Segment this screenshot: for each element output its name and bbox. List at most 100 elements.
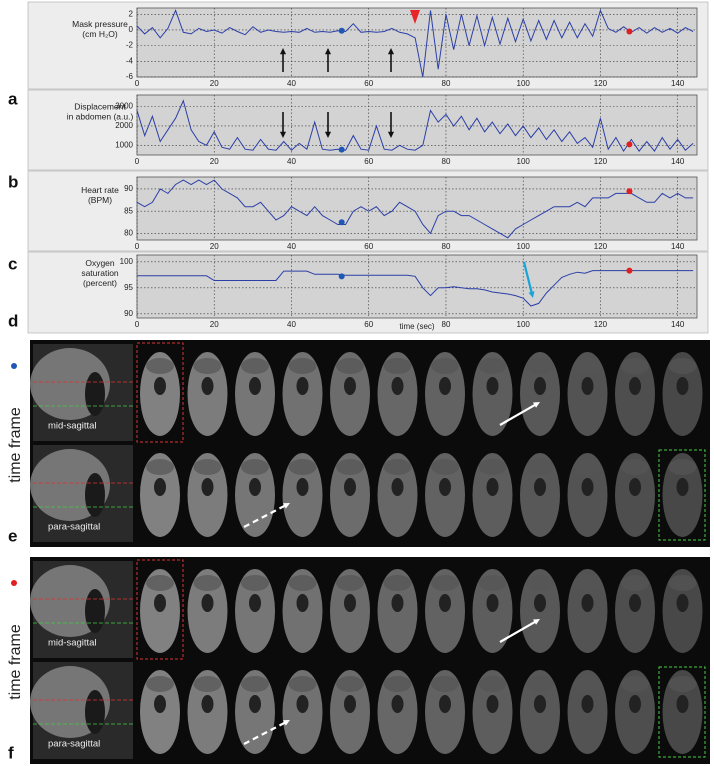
- x-tick-label: 40: [287, 79, 296, 88]
- y-axis-label: Oxygen: [85, 258, 115, 268]
- axial-airway: [629, 594, 641, 612]
- axial-airway: [296, 594, 309, 612]
- axial-airway: [581, 695, 594, 713]
- data-line: [137, 270, 694, 307]
- y-tick-label: -4: [126, 56, 134, 65]
- axial-airway: [249, 695, 261, 713]
- axial-airway: [344, 478, 356, 496]
- x-tick-label: 100: [517, 242, 531, 251]
- y-tick-label: 0: [129, 25, 134, 34]
- time-frame-marker: [338, 219, 345, 226]
- x-tick-label: 0: [135, 320, 140, 329]
- roi-box: [136, 342, 184, 443]
- time-frame-marker: [626, 188, 633, 195]
- axial-airway: [439, 695, 451, 713]
- axial-detail: [573, 575, 602, 591]
- axial-airway: [249, 377, 261, 395]
- axial-detail: [241, 358, 269, 374]
- y-tick-label: 90: [124, 184, 133, 193]
- arrow-head: [279, 48, 287, 55]
- annotation-arrow: [522, 261, 533, 293]
- x-tick-label: 0: [135, 79, 140, 88]
- axial-airway: [676, 478, 689, 496]
- x-tick-label: 100: [517, 320, 531, 329]
- x-tick-label: 140: [671, 320, 685, 329]
- x-tick-label: 80: [442, 79, 451, 88]
- axial-detail: [478, 575, 507, 591]
- y-tick-label: 3000: [115, 102, 133, 111]
- x-tick-label: 140: [671, 157, 685, 166]
- axial-detail: [288, 676, 317, 692]
- axial-airway: [154, 478, 166, 496]
- arrow-head: [528, 291, 535, 298]
- x-tick-label: 40: [287, 320, 296, 329]
- side-label: time frame: [7, 407, 24, 483]
- axial-detail: [478, 459, 507, 475]
- axial-detail: [668, 575, 697, 591]
- sagittal-airway: [85, 473, 105, 517]
- panel-letter: e: [8, 526, 17, 545]
- axial-airway: [344, 695, 356, 713]
- plot-area: [136, 94, 698, 156]
- time-frame-marker: [338, 27, 345, 34]
- arrow-head: [324, 48, 332, 55]
- red-marker: [410, 10, 420, 24]
- axial-detail: [336, 575, 364, 591]
- axial-detail: [526, 459, 554, 475]
- roi-box: [136, 559, 184, 660]
- x-tick-label: 100: [517, 79, 531, 88]
- time-frame-marker: [338, 146, 345, 153]
- plot-area: [136, 7, 698, 78]
- x-tick-label: 0: [135, 242, 140, 251]
- axial-airway: [344, 594, 356, 612]
- x-tick-label: 120: [594, 320, 608, 329]
- row-label: mid-sagittal: [48, 421, 97, 432]
- x-tick-label: 140: [671, 79, 685, 88]
- axial-detail: [478, 358, 507, 374]
- axial-detail: [526, 358, 554, 374]
- row-label: para-sagittal: [48, 522, 100, 533]
- roi-box: [658, 449, 706, 541]
- arrow-head: [283, 720, 290, 726]
- arrow-head: [533, 402, 540, 408]
- plot-area: [136, 254, 698, 319]
- axial-detail: [193, 358, 222, 374]
- roi-box: [658, 666, 706, 758]
- axial-airway: [154, 695, 166, 713]
- axial-airway: [439, 594, 451, 612]
- axial-airway: [201, 478, 214, 496]
- axial-detail: [478, 676, 507, 692]
- x-tick-label: 20: [210, 79, 219, 88]
- sagittal-airway: [85, 690, 105, 734]
- axial-detail: [573, 358, 602, 374]
- x-tick-label: 140: [671, 242, 685, 251]
- axial-airway: [296, 695, 309, 713]
- axial-detail: [146, 459, 174, 475]
- axial-detail: [431, 575, 459, 591]
- axial-detail: [668, 676, 697, 692]
- y-tick-label: 100: [120, 257, 134, 266]
- y-axis-label: Mask pressure: [72, 19, 128, 29]
- arrow-head: [283, 503, 290, 509]
- axial-detail: [621, 676, 649, 692]
- axial-airway: [534, 594, 546, 612]
- axial-airway: [581, 377, 594, 395]
- axial-detail: [621, 459, 649, 475]
- axial-detail: [288, 459, 317, 475]
- x-tick-label: 20: [210, 242, 219, 251]
- axial-airway: [391, 695, 404, 713]
- y-axis-label: (cm H₂O): [82, 29, 118, 39]
- arrow-head: [387, 131, 395, 138]
- y-tick-label: -2: [126, 41, 134, 50]
- annotation-arrow: [499, 620, 536, 643]
- axial-airway: [676, 377, 689, 395]
- y-tick-label: 2000: [115, 121, 133, 130]
- axial-detail: [336, 358, 364, 374]
- y-tick-label: -6: [126, 72, 134, 81]
- y-axis-label: Heart rate: [81, 185, 119, 195]
- y-axis-label: (percent): [83, 278, 117, 288]
- axial-detail: [288, 358, 317, 374]
- time-frame-marker: [626, 141, 633, 148]
- x-tick-label: 120: [594, 157, 608, 166]
- axial-detail: [146, 575, 174, 591]
